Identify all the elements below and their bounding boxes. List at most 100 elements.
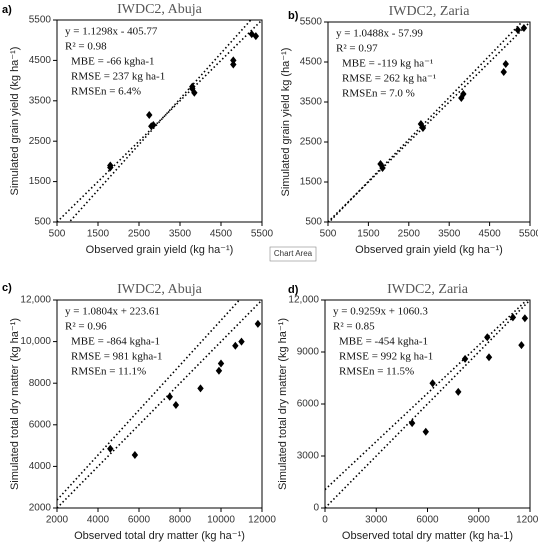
data-point [230,56,237,65]
chart-title: IWDC2, Abuja [117,282,203,297]
x-tick-label: 500 [49,229,66,240]
tooltip-box [269,246,317,262]
annotation: y = 0.9259x + 1060.3 [333,306,428,318]
data-point [215,366,223,375]
fit-lines [328,22,530,222]
y-axis-label: Simulated total dry matter (kg ha⁻¹) [9,318,21,490]
x-tick-label: 6000 [128,515,151,526]
panel-label: c) [2,282,12,294]
x-tick-label: 0 [322,515,328,526]
fit-lines [57,20,262,222]
y-tick-label: 6000 [297,399,320,410]
x-tick-label: 2000 [46,515,69,526]
x-tick-label: 1500 [87,229,110,240]
panel-label: b) [288,10,299,22]
y-tick-label: 9000 [297,347,320,358]
y-tick-label: 3000 [297,451,320,462]
data-point [232,341,239,350]
x-tick-label: 9000 [468,515,491,526]
y-tick-label: 2500 [300,137,323,148]
x-tick-label: 4000 [87,515,110,526]
data-point [521,314,529,323]
x-tick-label: 2500 [128,229,151,240]
data-point [146,110,153,119]
panel-label: a) [2,4,12,16]
one-to-one-line [325,300,530,508]
x-tick-label: 12000 [516,515,538,526]
x-tick-label: 2500 [398,229,421,240]
annotation: R² = 0.96 [65,321,107,333]
panel-label: d) [288,284,299,296]
y-tick-label: 12,000 [20,295,51,306]
annotation: RMSE = 262 kg ha⁻¹ [342,73,436,85]
y-axis-label: Simulated grain yield kg (ha⁻¹) [280,48,292,197]
data-point [252,32,260,41]
data-point [455,387,462,396]
y-tick-label: 6000 [29,419,52,430]
data-point [217,359,225,368]
x-tick-label: 12000 [248,515,276,526]
data-point [248,30,255,39]
annotation: RMSE = 992 kg ha-1 [339,351,433,363]
x-axis-label: Observed grain yield (kg ha⁻¹) [355,244,503,256]
annotation: y = 1.0804x + 223.61 [65,306,160,318]
annotation: R² = 0.98 [65,41,107,53]
trend-line [328,22,524,222]
x-tick-label: 3000 [365,515,388,526]
data-point [131,450,139,459]
data-point [422,427,429,436]
data-point [189,84,196,93]
data-point [238,337,245,346]
annotation: RMSEn = 7.0 % [342,88,415,100]
data-point [408,419,416,428]
panel: d) IWDC2, Zaria 0 3000 6000 9000 12,000 0 3000 60… [277,282,538,542]
data-point [502,60,509,68]
data-point [254,319,262,328]
annotation: RMSE = 237 kg ha-1 [71,71,165,83]
one-to-one-line [328,22,530,222]
y-tick-label: 1500 [29,176,52,187]
annotation: MBE = -864 kgha-1 [71,336,160,348]
data-point [460,90,467,98]
y-tick-label: 12,000 [288,295,319,306]
y-tick-label: 500 [305,217,322,228]
chart-title: IWDC2, Zaria [389,4,471,19]
panel: a) IWDC2, Abuja 500 1500 2500 3500 4500 5500 500… [2,2,274,256]
annotation: MBE = -66 kgha-1 [71,56,155,68]
data-point [197,384,204,393]
x-tick-label: 5500 [251,229,274,240]
y-tick-label: 1500 [300,177,323,188]
y-axis-label: Simulated grain yield (kg ha⁻¹) [9,47,21,196]
annotation: RMSEn = 11.5% [339,366,414,378]
data-point [429,379,436,388]
annotation: RMSE = 981 kgha-1 [71,351,162,363]
data-point [509,313,517,322]
y-tick-label: 4500 [300,57,323,68]
data-point [484,333,491,342]
y-tick-label: 0 [313,503,319,514]
x-axis-label: Observed total dry matter (kg ha⁻¹) [74,530,245,542]
annotation: R² = 0.85 [333,321,375,333]
y-tick-label: 4000 [29,461,52,472]
y-tick-label: 3500 [300,97,323,108]
x-axis-label: Observed grain yield (kg ha⁻¹) [86,244,234,256]
data-point [150,121,157,130]
y-tick-label: 500 [34,217,51,228]
x-tick-label: 3500 [169,229,192,240]
tooltip: Chart Area [274,249,313,258]
data-point [166,392,173,401]
y-tick-label: 10,000 [20,336,51,347]
data-point [461,354,469,363]
panel: c) IWDC2, Abuja 2000 4000 6000 8000 10,000 12,0… [2,282,276,542]
y-tick-label: 2000 [29,503,52,514]
annotation: RMSEn = 11.1% [71,366,146,378]
trend-line [57,300,241,501]
trend-line [68,20,252,222]
fit-lines [57,300,262,508]
y-axis-label: Simulated total dry matter (kg ha⁻¹) [277,318,289,490]
y-tick-label: 5500 [29,15,52,26]
x-axis-label: Observed total dry matter (kg ha-1) [342,530,513,542]
plot-frame [327,21,531,223]
annotation: MBE = -454 kgha-1 [339,336,428,348]
x-tick-label: 3500 [438,229,461,240]
